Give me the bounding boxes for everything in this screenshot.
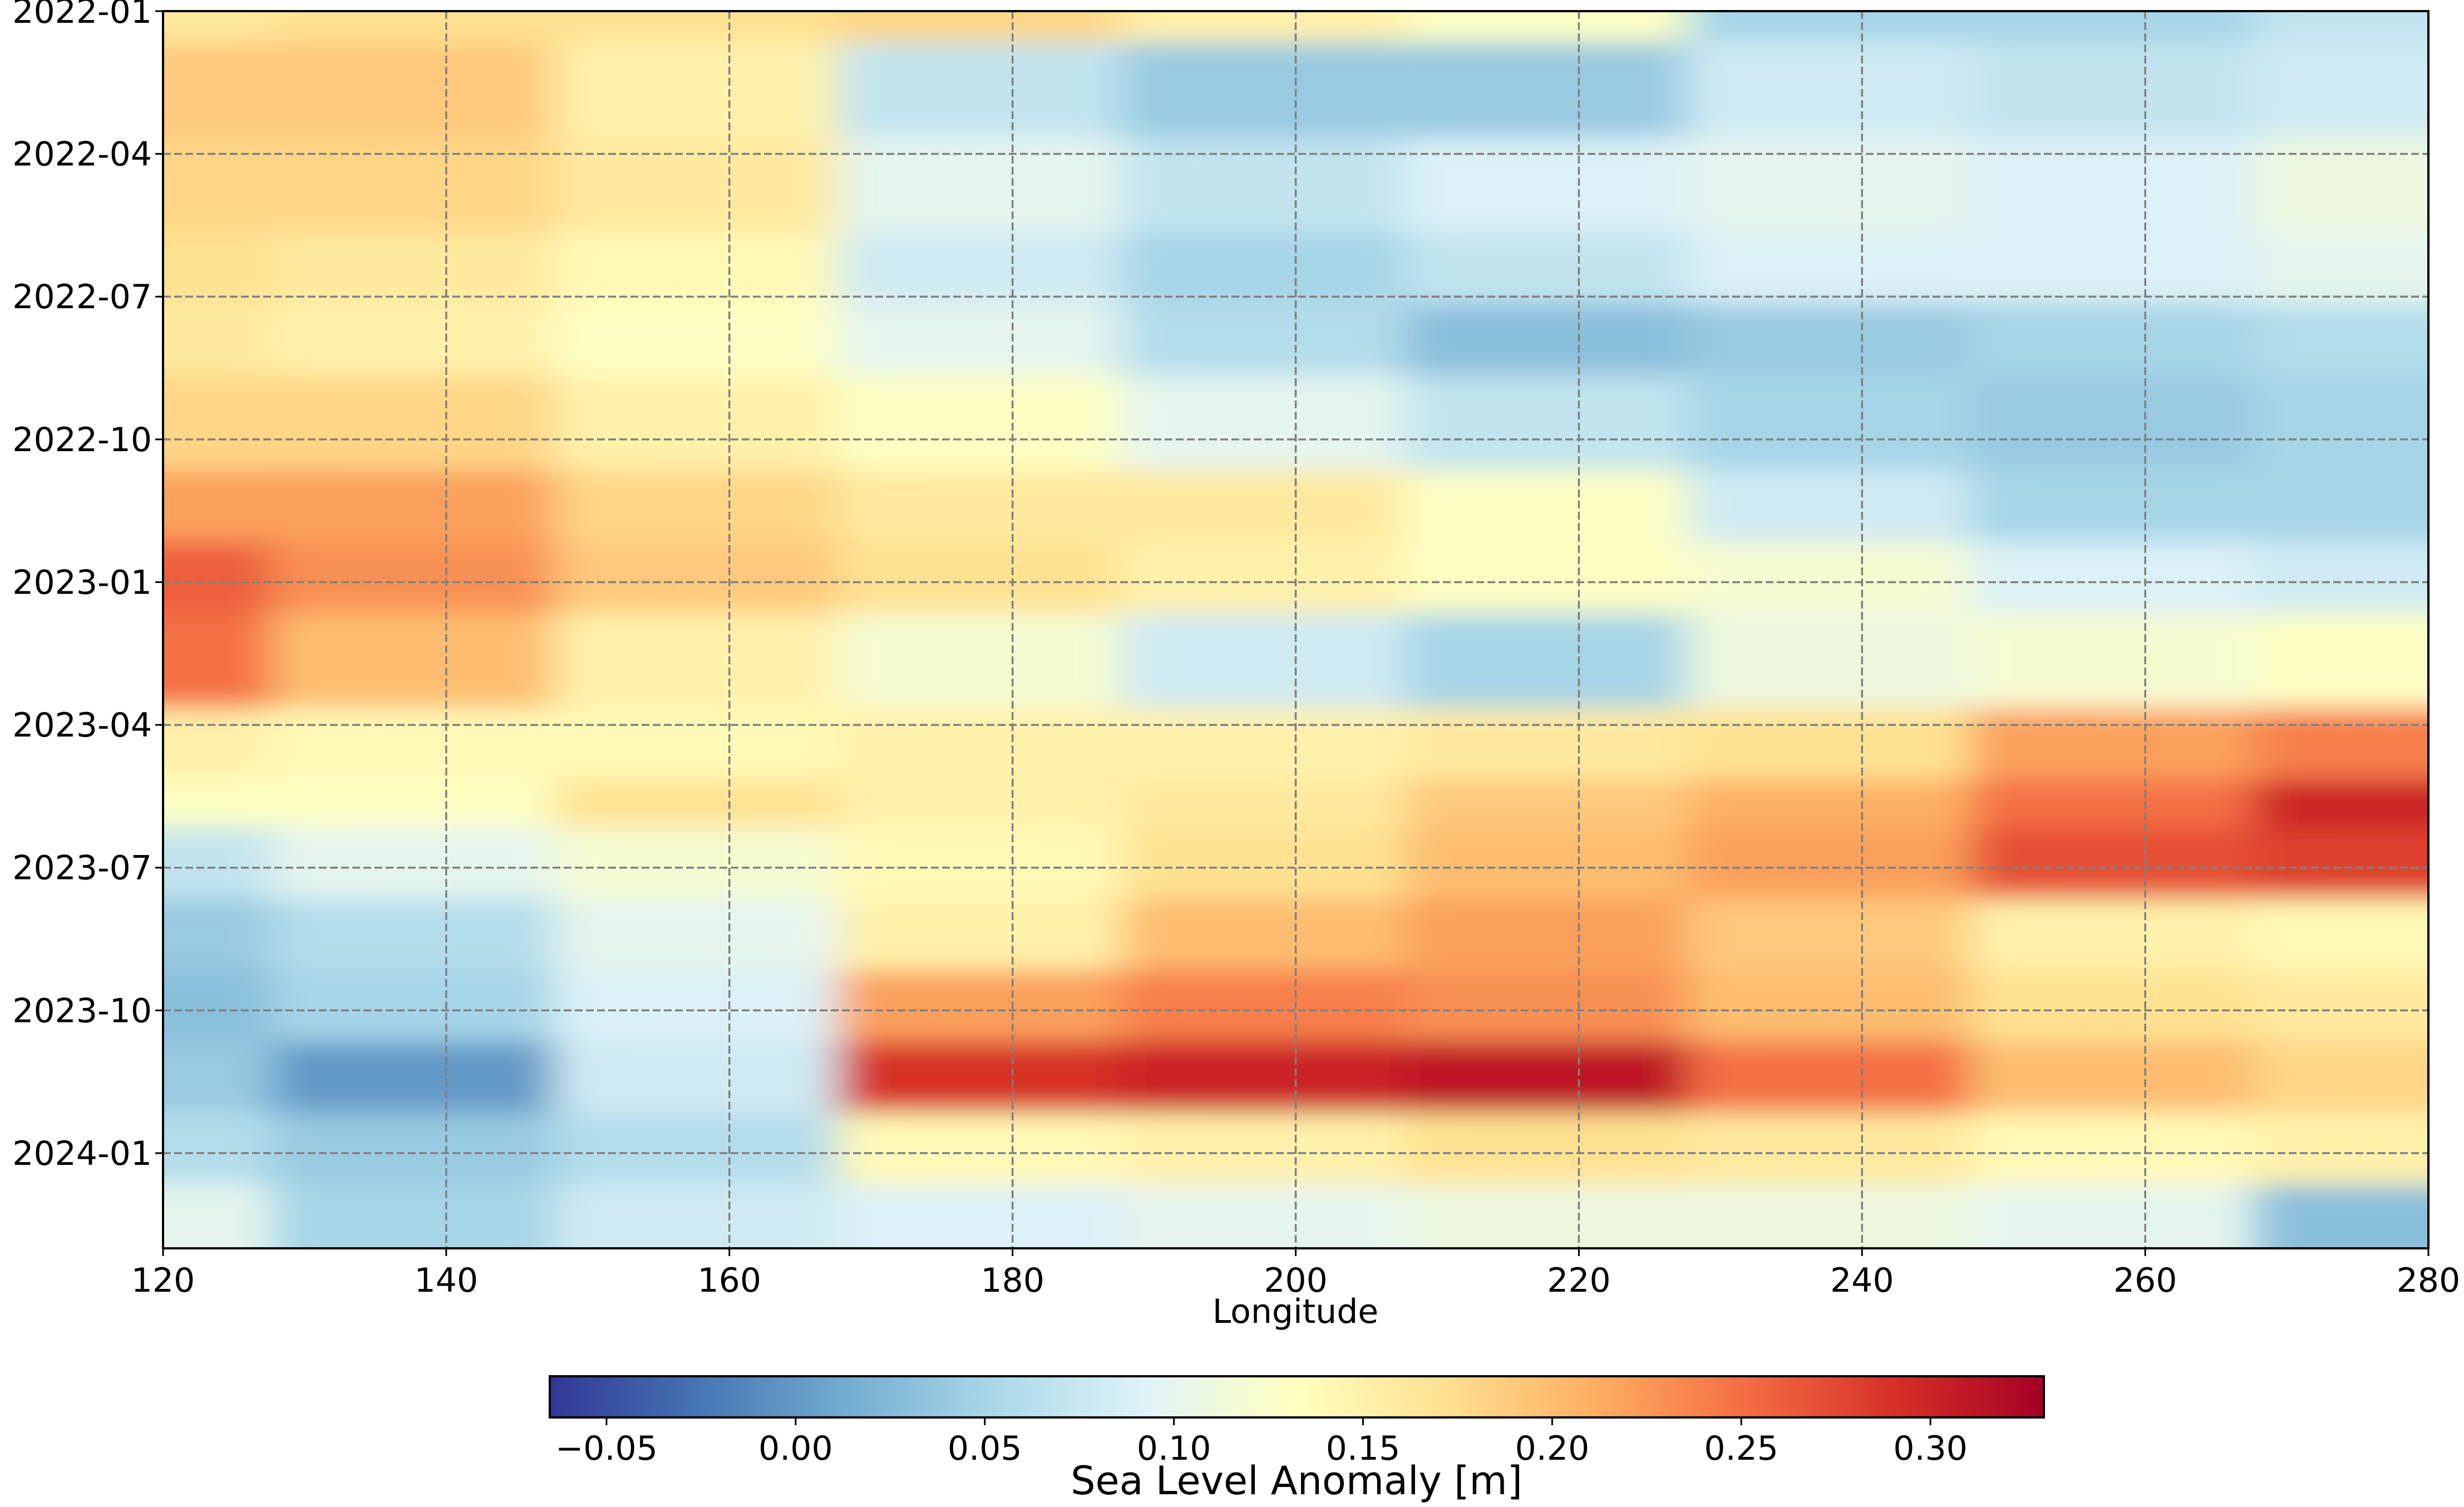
y-tick-label: 2023-04: [12, 706, 152, 745]
y-tick-label: 2023-10: [12, 991, 152, 1030]
x-tick-label: 120: [131, 1261, 195, 1300]
x-axis-label: Longitude: [1213, 1292, 1378, 1331]
x-tick-label: 180: [980, 1261, 1044, 1300]
grid-lines: [163, 11, 2428, 1248]
y-tick-label: 2022-04: [12, 135, 152, 174]
colorbar-tick-label: −0.05: [555, 1429, 658, 1468]
plot-area: [162, 10, 2429, 1249]
colorbar-tick-label: 0.25: [1704, 1429, 1778, 1468]
heatmap-cell: [2253, 1184, 2428, 1248]
x-tick-label: 260: [2113, 1261, 2177, 1300]
colorbar: −0.05 0.00 0.05 0.10 0.15 0.20 0.25 0.30 Sea Le…: [549, 1375, 2045, 1504]
colorbar-label: Sea Level Anomaly [m]: [1071, 1458, 1522, 1504]
y-tick-label: 2022-07: [12, 278, 152, 317]
colorbar-tick-label: 0.05: [948, 1429, 1022, 1468]
x-tick-label: 200: [1264, 1261, 1328, 1300]
heatmap-cells: [163, 11, 2428, 1248]
y-tick-label: 2023-01: [12, 563, 152, 602]
y-tick-label: 2023-07: [12, 849, 152, 888]
colorbar-tick-label: 0.15: [1326, 1429, 1401, 1468]
x-tick-label: 140: [415, 1261, 479, 1300]
x-axis: 120 140 160 180 200 220 240 260 280: [131, 1248, 2461, 1300]
x-tick-label: 280: [2397, 1261, 2461, 1300]
colorbar-bar: [550, 1376, 2044, 1417]
colorbar-tick-label: 0.00: [758, 1429, 833, 1468]
y-axis: 2022-01 2022-04 2022-07 2022-10 2023-01 2023-…: [12, 0, 163, 1173]
y-tick-label: 2024-01: [12, 1134, 152, 1173]
colorbar-frame: [549, 1375, 2045, 1419]
y-tick-label: 2022-10: [12, 421, 152, 459]
colorbar-ticks: −0.05 0.00 0.05 0.10 0.15 0.20 0.25 0.30: [555, 1417, 1968, 1468]
colorbar-tick-label: 0.10: [1137, 1429, 1211, 1468]
x-tick-label: 160: [697, 1261, 761, 1300]
colorbar-tick-label: 0.20: [1515, 1429, 1590, 1468]
x-tick-label: 220: [1547, 1261, 1611, 1300]
x-tick-label: 240: [1830, 1261, 1894, 1300]
y-tick-label: 2022-01: [12, 0, 152, 31]
colorbar-tick-label: 0.30: [1893, 1429, 1968, 1468]
